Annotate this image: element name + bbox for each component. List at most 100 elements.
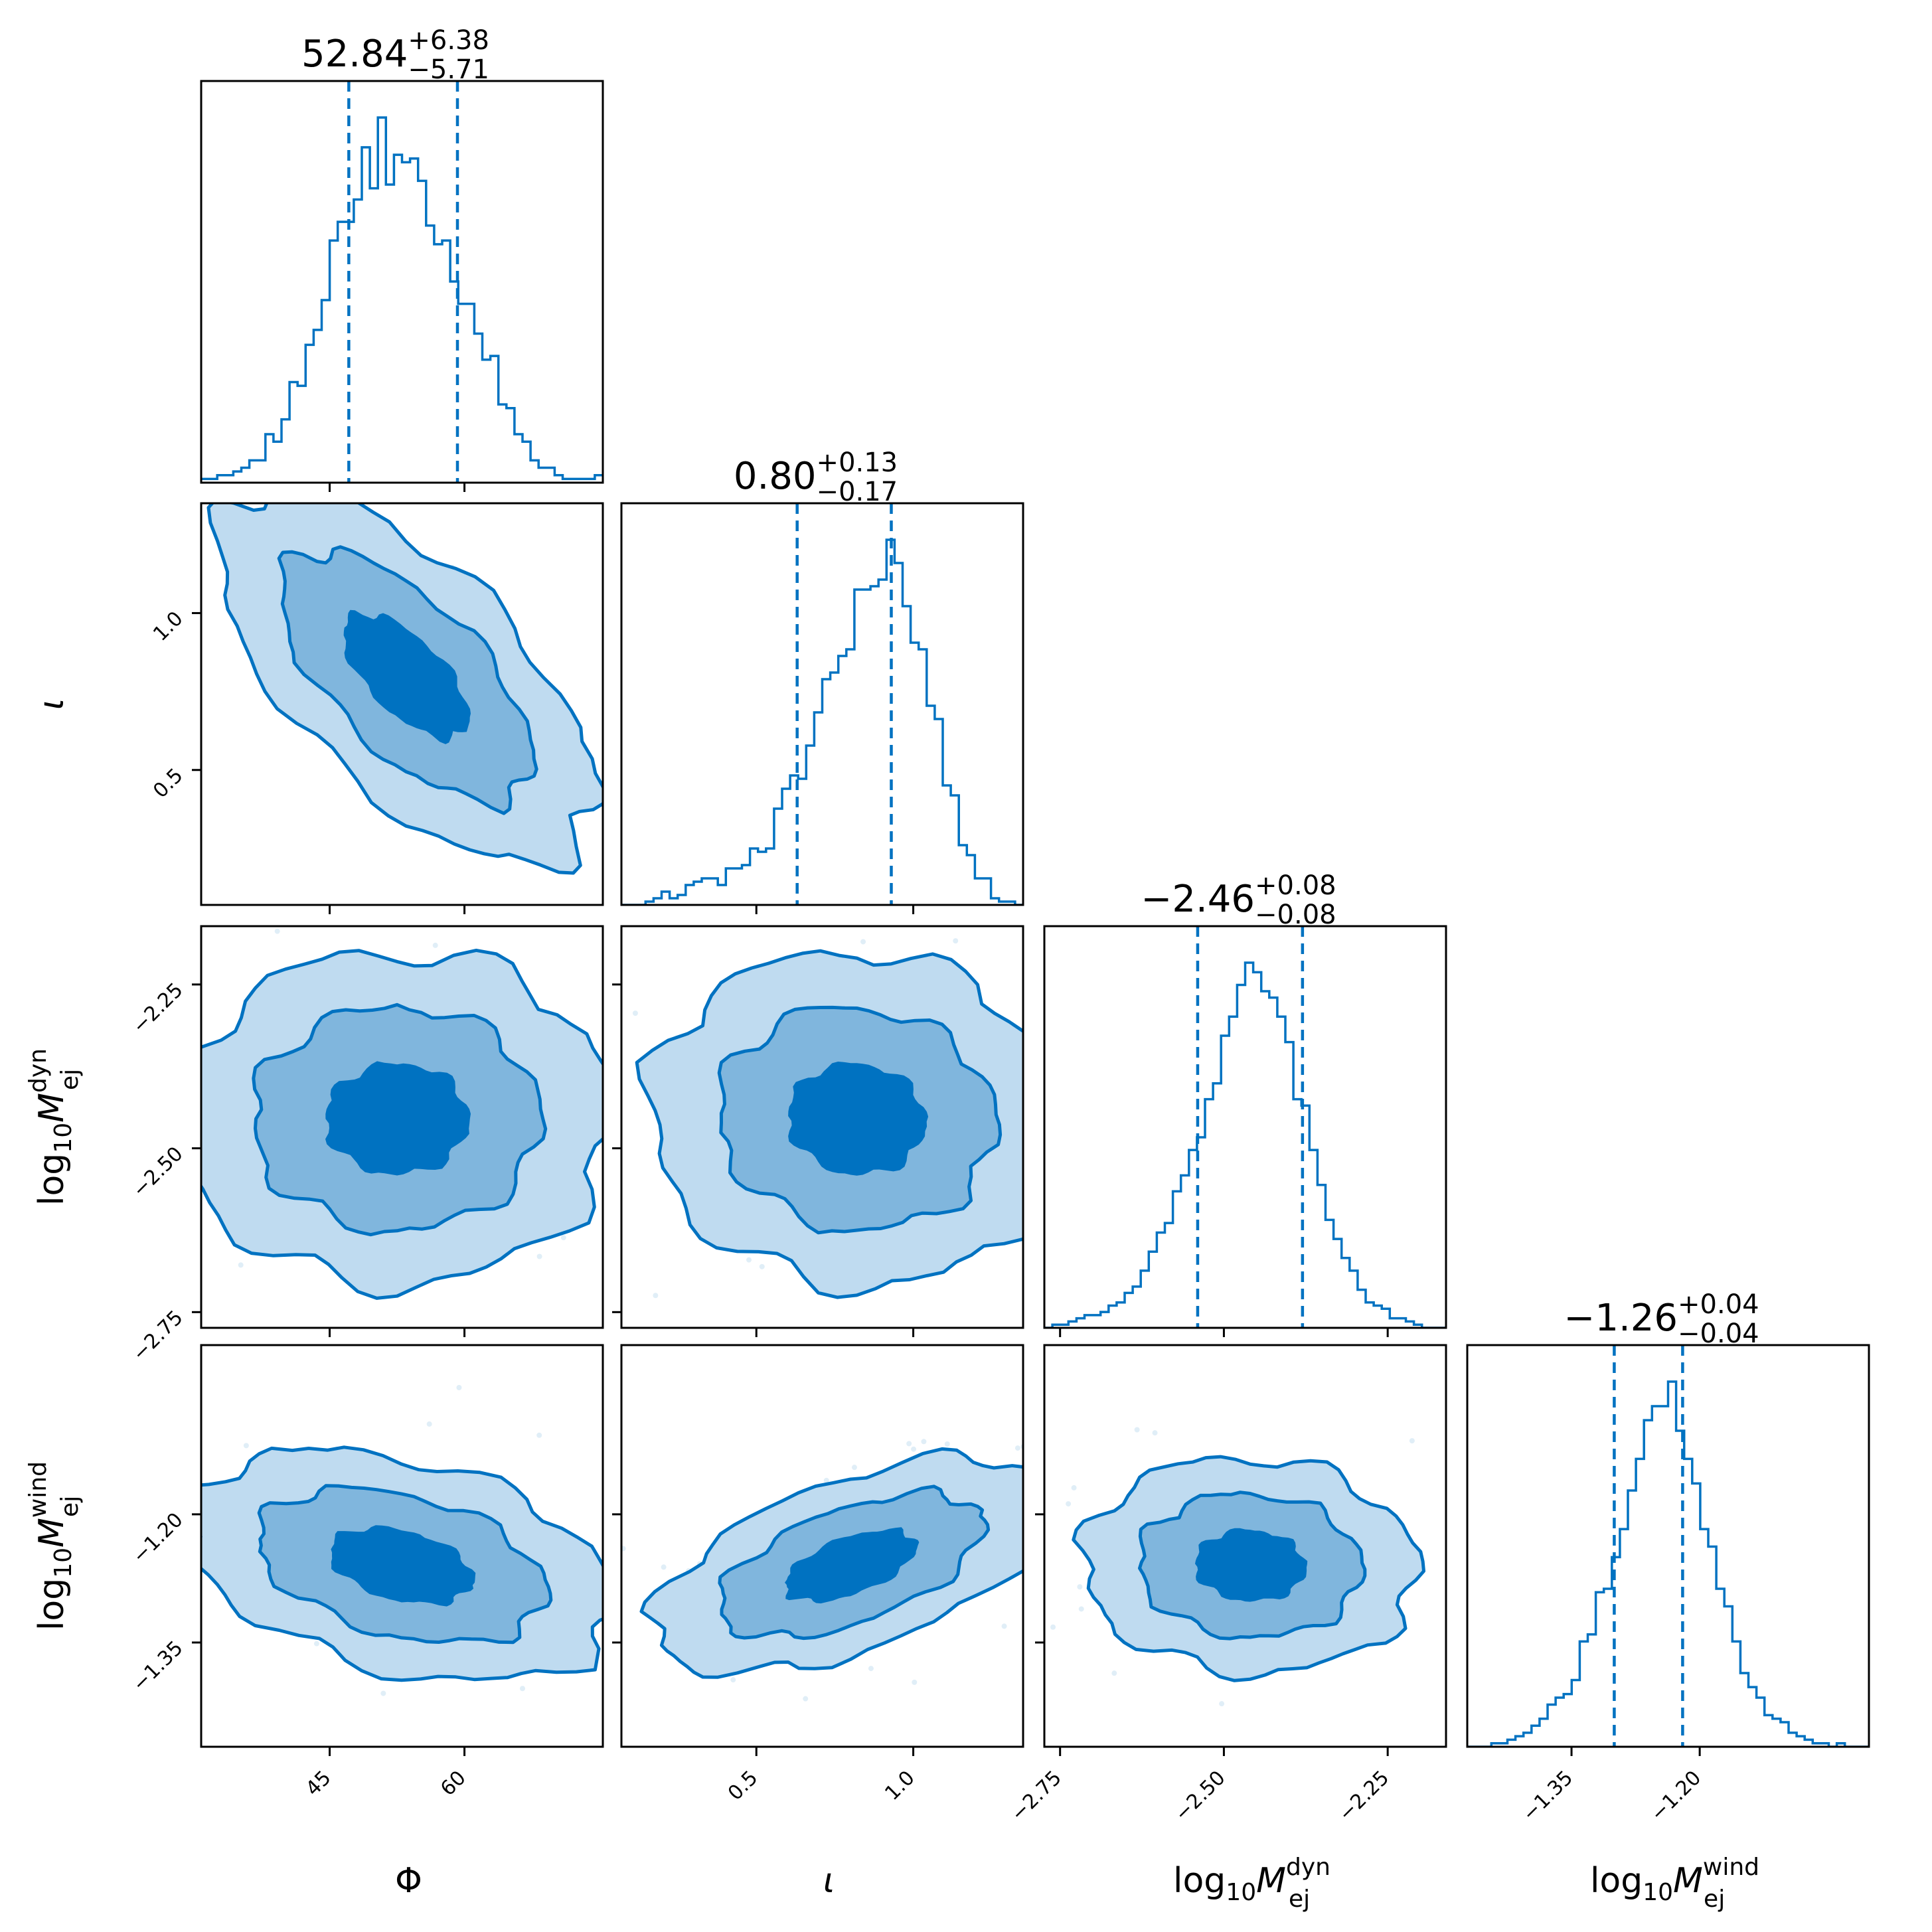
scatter-point bbox=[190, 1283, 195, 1289]
x-tick-label: 0.5 bbox=[724, 1766, 762, 1805]
scatter-point bbox=[178, 414, 183, 420]
scatter-point bbox=[659, 1184, 664, 1190]
histogram-panel-phi: 52.84+6.38 −5.71 bbox=[200, 25, 604, 492]
plot-area bbox=[195, 1385, 663, 1832]
y-tick-label: −2.50 bbox=[128, 1142, 188, 1202]
scatter-point bbox=[631, 1639, 636, 1645]
title-median: 0.80 bbox=[734, 455, 817, 498]
scatter-point bbox=[862, 1370, 868, 1376]
title-median: −2.46 bbox=[1141, 878, 1255, 921]
x-axis-label-phi: Φ bbox=[395, 1861, 422, 1901]
y-axis-label-iota: ι bbox=[32, 698, 72, 710]
histogram-panel-mwind: −1.26+0.04 −0.04 −1.35 −1.20 bbox=[1466, 1289, 1870, 1826]
panel-title: 0.80+0.13 −0.17 bbox=[734, 447, 898, 507]
scatter-point bbox=[1052, 1419, 1057, 1425]
title-err-minus: −0.04 bbox=[1678, 1319, 1759, 1349]
scatter-point bbox=[675, 847, 680, 852]
scatter-point bbox=[1050, 1624, 1056, 1630]
scatter-point bbox=[1048, 982, 1054, 987]
scatter-point bbox=[1001, 1623, 1007, 1629]
plot-area bbox=[1044, 926, 1446, 1328]
axes-frame bbox=[200, 1344, 604, 1748]
scatter-point bbox=[371, 877, 376, 882]
y-tick-label: −1.20 bbox=[128, 1508, 188, 1568]
scatter-point bbox=[868, 1666, 874, 1672]
histogram-step bbox=[201, 116, 603, 481]
scatter-point bbox=[1049, 1517, 1054, 1522]
scatter-point bbox=[612, 1574, 617, 1579]
axes-frame bbox=[200, 925, 604, 1329]
histogram-panel-iota: 0.80+0.13 −0.17 bbox=[620, 447, 1024, 914]
scatter-point bbox=[1310, 1747, 1315, 1753]
y-tick-label: 0.5 bbox=[149, 764, 187, 803]
scatter-point bbox=[519, 1686, 525, 1692]
x-tick-label: 45 bbox=[301, 1766, 336, 1801]
axes-frame bbox=[620, 925, 1024, 1329]
histogram-panel-mdyn: −2.46+0.08 −0.08 bbox=[1043, 870, 1447, 1337]
scatter-point bbox=[803, 1696, 809, 1702]
histogram-step bbox=[1044, 961, 1446, 1328]
scatter-point bbox=[653, 1293, 659, 1299]
contour-level-3 bbox=[785, 1527, 920, 1604]
x-axis-label-mwind: log10Mwind ej bbox=[1590, 1854, 1759, 1913]
plot-area bbox=[632, 926, 1095, 1376]
scatter-point bbox=[921, 1439, 927, 1445]
title-err-plus: +6.38 bbox=[408, 25, 489, 56]
scatter-point bbox=[1131, 1471, 1137, 1476]
title-median: −1.26 bbox=[1564, 1297, 1678, 1340]
x-tick-label: 60 bbox=[436, 1766, 471, 1801]
scatter-point bbox=[911, 1446, 917, 1452]
scatter-point bbox=[1024, 1084, 1029, 1089]
scatter-point bbox=[362, 432, 367, 438]
scatter-point bbox=[607, 723, 613, 728]
scatter-point bbox=[456, 1385, 462, 1391]
scatter-point bbox=[238, 1262, 244, 1268]
plot-area bbox=[157, 402, 680, 875]
scatter-point bbox=[746, 1257, 752, 1263]
scatter-point bbox=[338, 1826, 343, 1832]
title-err-plus: +0.08 bbox=[1255, 870, 1336, 901]
scatter-point bbox=[243, 1443, 249, 1449]
x-tick-label: −2.50 bbox=[1170, 1766, 1230, 1826]
contour-panel-phi-mwind: 45 60 −1.35 −1.20 bbox=[128, 1344, 663, 1832]
x-axis-label-iota: ι bbox=[823, 1861, 835, 1901]
contour-panel-phi-mdyn: −2.75 −2.50 −2.25 bbox=[128, 877, 664, 1447]
title-err-minus: −5.71 bbox=[408, 54, 489, 85]
axes-frame bbox=[620, 502, 1024, 906]
scatter-point bbox=[1045, 1523, 1050, 1528]
scatter-point bbox=[1111, 1670, 1117, 1676]
scatter-point bbox=[1460, 1624, 1465, 1629]
axes-frame bbox=[200, 502, 604, 906]
scatter-point bbox=[536, 1253, 542, 1259]
title-err-plus: +0.13 bbox=[817, 447, 898, 478]
scatter-point bbox=[851, 1465, 857, 1471]
scatter-point bbox=[1070, 1168, 1075, 1174]
scatter-point bbox=[912, 1679, 918, 1685]
plot-area bbox=[190, 877, 664, 1447]
scatter-point bbox=[860, 939, 866, 945]
scatter-point bbox=[1064, 1489, 1070, 1494]
plot-area bbox=[621, 1419, 1137, 1702]
scatter-point bbox=[646, 1442, 651, 1447]
contour-level-3 bbox=[325, 1061, 471, 1176]
y-axis-label-mwind: log10Mwind ej bbox=[25, 1461, 84, 1631]
scatter-point bbox=[1490, 1708, 1496, 1714]
scatter-point bbox=[759, 1263, 765, 1269]
scatter-point bbox=[1014, 1445, 1020, 1451]
plot-area bbox=[621, 503, 1023, 905]
x-tick-label: −1.35 bbox=[1518, 1766, 1577, 1826]
scatter-point bbox=[1219, 1701, 1225, 1707]
title-err-minus: −0.08 bbox=[1255, 900, 1336, 930]
scatter-point bbox=[195, 1542, 200, 1548]
scatter-point bbox=[657, 1709, 663, 1714]
scatter-point bbox=[313, 1641, 319, 1647]
scatter-point bbox=[911, 1723, 916, 1728]
title-err-plus: +0.04 bbox=[1678, 1289, 1759, 1320]
scatter-point bbox=[1090, 1163, 1095, 1168]
plot-area bbox=[201, 81, 603, 483]
scatter-point bbox=[157, 501, 163, 506]
scatter-point bbox=[1078, 1606, 1084, 1612]
scatter-point bbox=[407, 402, 412, 408]
axes-frame bbox=[1043, 1344, 1447, 1748]
